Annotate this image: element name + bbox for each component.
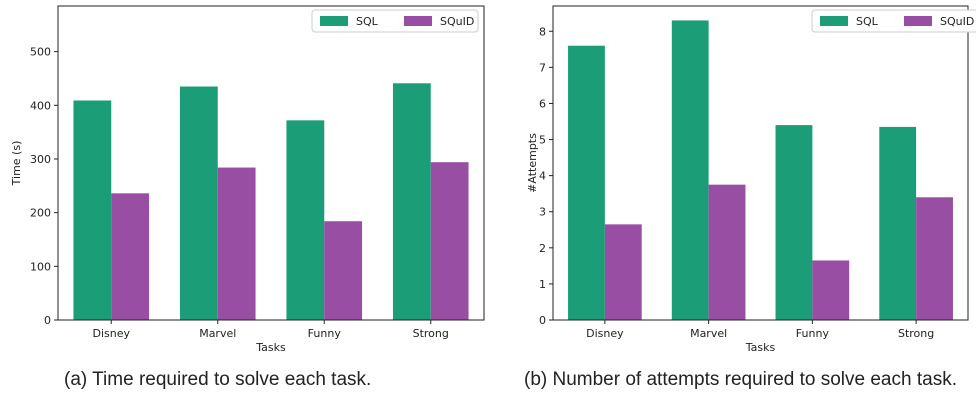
- bar-squid-marvel: [708, 184, 746, 320]
- x-tick-label-marvel: Marvel: [690, 327, 727, 340]
- bar-squid-funny: [324, 221, 363, 320]
- bar-sql-marvel: [179, 86, 218, 320]
- plot-frame: [552, 5, 969, 321]
- bar-sql-marvel: [671, 20, 709, 321]
- y-tick-label: 0: [44, 314, 51, 327]
- y-tick-label: 500: [30, 46, 51, 59]
- y-tick-label: 200: [30, 207, 51, 220]
- y-tick-label: 300: [30, 153, 51, 166]
- y-tick-label: 5: [539, 134, 546, 147]
- y-tick-label: 400: [30, 99, 51, 112]
- y-axis-label: Time (s): [10, 141, 23, 187]
- plot-frame: [57, 5, 485, 321]
- x-tick-label-strong: Strong: [413, 327, 449, 340]
- legend-swatch-squid: [404, 16, 432, 26]
- chart-a: Disney Marvel Funny Strong 0 100 200 300 400 500 T…: [10, 5, 485, 354]
- legend-box: [811, 9, 976, 33]
- legend-swatch-sql: [320, 16, 348, 26]
- bar-sql-strong: [879, 126, 917, 320]
- y-tick-label: 2: [539, 242, 546, 255]
- x-tick-label-funny: Funny: [796, 327, 830, 340]
- bar-squid-funny: [812, 260, 850, 320]
- legend-label-sql: SQL: [856, 15, 879, 28]
- bar-squid-strong: [916, 197, 953, 320]
- bar-squid-disney: [111, 193, 150, 320]
- x-axis-label: Tasks: [255, 341, 286, 354]
- legend-swatch-squid: [904, 16, 932, 26]
- bar-squid-marvel: [217, 167, 256, 320]
- y-tick-label: 7: [539, 61, 546, 74]
- legend-label-sql: SQL: [356, 15, 379, 28]
- legend-swatch-sql: [820, 16, 848, 26]
- y-tick-label: 3: [539, 206, 546, 219]
- x-tick-label-strong: Strong: [898, 327, 934, 340]
- legend-label-squid: SQuID: [940, 15, 974, 28]
- x-axis-label: Tasks: [745, 341, 776, 354]
- bar-sql-strong: [392, 83, 431, 321]
- chart-b: Disney Marvel Funny Strong 0 1 2 3 4 5 6 7 8 Tasks #At…: [526, 5, 976, 354]
- x-tick-label-disney: Disney: [586, 327, 624, 340]
- x-tick-label-marvel: Marvel: [199, 327, 236, 340]
- caption-b: (b) Number of attempts required to solve…: [524, 369, 957, 390]
- y-tick-label: 6: [539, 97, 546, 110]
- caption-a: (a) Time required to solve each task.: [64, 369, 372, 390]
- bar-squid-disney: [604, 224, 642, 320]
- bar-squid-strong: [430, 162, 469, 320]
- y-tick-label: 8: [539, 25, 546, 38]
- y-axis-label: #Attempts: [526, 133, 539, 193]
- bar-sql-funny: [286, 120, 325, 320]
- y-tick-label: 100: [30, 260, 51, 273]
- x-tick-label-disney: Disney: [92, 327, 130, 340]
- y-tick-label: 0: [539, 314, 546, 327]
- bar-sql-disney: [73, 100, 112, 320]
- y-tick-label: 1: [539, 278, 546, 291]
- legend-box: [311, 9, 479, 33]
- y-tick-label: 4: [539, 170, 546, 183]
- bar-sql-funny: [775, 125, 813, 320]
- legend-label-squid: SQuID: [440, 15, 474, 28]
- bar-sql-disney: [568, 45, 605, 321]
- x-tick-label-funny: Funny: [308, 327, 342, 340]
